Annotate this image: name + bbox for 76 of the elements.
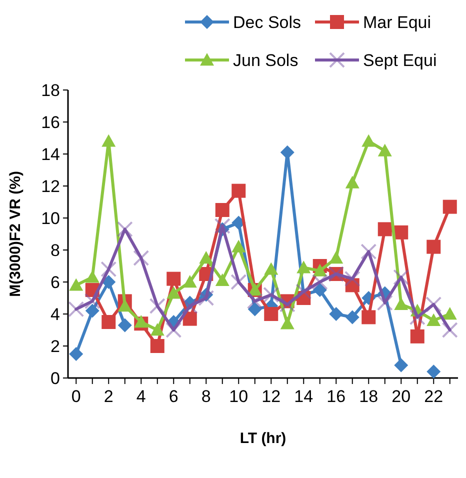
y-tick-label: 12: [41, 176, 60, 196]
point: [280, 145, 294, 160]
y-tick-label: 14: [41, 144, 60, 164]
point: [394, 297, 408, 310]
point: [426, 240, 441, 254]
point: [410, 329, 424, 344]
point: [345, 310, 360, 324]
point: [296, 260, 311, 274]
x-tick-label: 8: [201, 387, 211, 406]
y-axis-title: M(3000)F2 VR (%): [7, 171, 24, 297]
point: [394, 358, 408, 372]
point: [69, 278, 84, 291]
point: [199, 251, 214, 264]
point: [150, 339, 164, 353]
point: [150, 323, 164, 336]
x-tick-label: 16: [326, 387, 346, 406]
point: [102, 275, 116, 289]
legend-label: Mar Equi: [363, 13, 432, 32]
point: [426, 313, 441, 326]
point: [118, 299, 132, 312]
point: [182, 275, 197, 288]
y-tick-label: 18: [41, 80, 60, 100]
point: [166, 272, 181, 286]
point: [362, 134, 376, 147]
point: [345, 278, 360, 292]
point: [426, 364, 441, 379]
y-tick-label: 16: [41, 112, 60, 132]
point: [362, 310, 376, 324]
point: [264, 307, 278, 321]
point: [394, 225, 408, 240]
point: [102, 315, 116, 329]
x-tick-label: 2: [104, 387, 114, 406]
point: [85, 304, 100, 318]
point: [280, 316, 294, 330]
point: [442, 307, 457, 320]
x-tick-label: 12: [262, 387, 281, 406]
x-tick-label: 20: [392, 387, 411, 406]
point: [166, 286, 181, 299]
x-axis-title: LT (hr): [240, 430, 286, 447]
legend-label: Sept Equi: [363, 51, 437, 70]
point: [248, 302, 262, 316]
point: [232, 184, 246, 198]
x-tick-label: 22: [424, 387, 444, 406]
point: [102, 134, 116, 147]
y-tick-label: 0: [50, 368, 60, 388]
x-tick-label: 4: [136, 387, 146, 406]
point: [442, 200, 457, 214]
point: [134, 315, 148, 328]
point: [312, 283, 327, 297]
y-tick-label: 10: [41, 208, 60, 228]
point: [232, 240, 246, 252]
point: [312, 264, 327, 276]
point: [345, 176, 360, 188]
x-tick-label: 18: [359, 387, 378, 406]
x-tick-label: 14: [294, 387, 314, 406]
point: [182, 312, 197, 326]
y-tick-label: 8: [50, 240, 60, 260]
point: [329, 251, 344, 264]
point: [215, 203, 230, 217]
point: [215, 273, 230, 286]
x-tick-label: 0: [71, 387, 81, 406]
point: [329, 307, 344, 321]
y-tick-label: 2: [50, 336, 60, 356]
point: [378, 222, 392, 236]
y-tick-label: 6: [50, 272, 60, 292]
point: [264, 262, 278, 275]
point: [378, 144, 392, 156]
legend-label: Jun Sols: [233, 51, 298, 70]
point: [69, 347, 84, 361]
point: [344, 270, 360, 287]
point: [85, 270, 100, 283]
y-tick-label: 4: [50, 304, 60, 324]
x-tick-label: 10: [229, 387, 248, 406]
x-tick-label: 6: [168, 387, 178, 406]
point: [118, 318, 132, 332]
legend-label: Dec Sols: [233, 13, 302, 32]
